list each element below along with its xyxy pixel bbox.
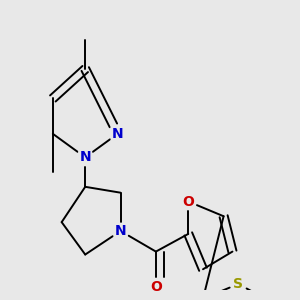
- Text: O: O: [182, 194, 194, 208]
- Text: N: N: [80, 150, 91, 164]
- Text: N: N: [115, 224, 126, 238]
- Text: S: S: [233, 277, 243, 291]
- Text: N: N: [112, 127, 123, 141]
- Text: O: O: [150, 280, 162, 294]
